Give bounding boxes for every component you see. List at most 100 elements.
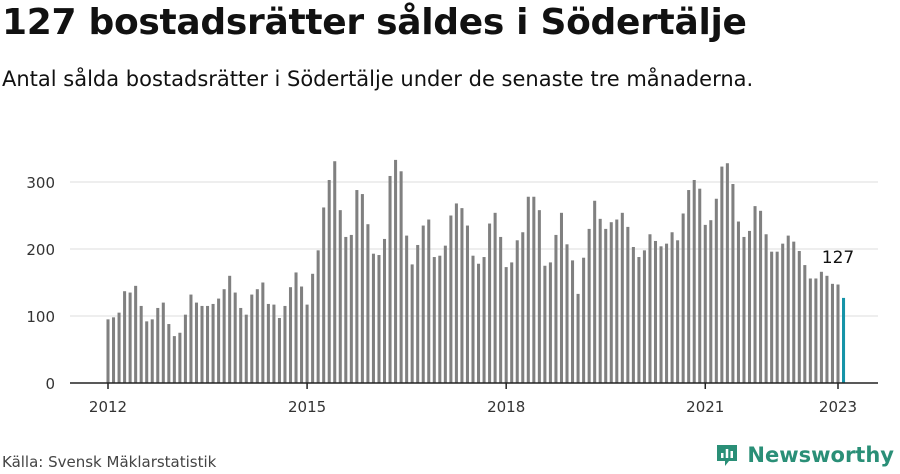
bar: [803, 265, 807, 383]
y-tick-label: 300: [26, 174, 55, 192]
bar: [598, 218, 602, 383]
bar: [825, 275, 829, 383]
bar: [421, 225, 425, 383]
bar: [648, 234, 652, 383]
bar: [134, 285, 138, 383]
bar: [449, 215, 453, 383]
bar: [665, 243, 669, 383]
bar: [659, 246, 663, 383]
bar: [183, 314, 187, 383]
bar: [327, 179, 331, 383]
bar: [128, 292, 132, 383]
bar: [399, 171, 403, 383]
bar: [277, 318, 281, 383]
bar: [548, 262, 552, 383]
bar: [797, 251, 801, 383]
bar: [482, 257, 486, 383]
page-title: 127 bostadsrätter såldes i Södertälje: [2, 2, 747, 43]
bar: [759, 210, 763, 383]
bar: [836, 284, 840, 383]
bar: [493, 212, 497, 383]
bar: [167, 324, 171, 383]
y-tick-label: 200: [26, 241, 55, 259]
brand-logo[interactable]: Newsworthy: [715, 443, 894, 467]
bar: [189, 294, 193, 383]
bar: [515, 240, 519, 383]
bar: [266, 303, 270, 383]
bar: [510, 262, 514, 383]
bar: [786, 235, 790, 383]
x-tick-label: 2018: [487, 398, 525, 416]
bar: [322, 207, 326, 383]
bar: [637, 257, 641, 383]
bar: [681, 213, 685, 383]
bar: [161, 302, 165, 383]
bar: [753, 206, 757, 383]
bar: [477, 263, 481, 383]
bar: [808, 278, 812, 383]
bar: [244, 314, 248, 383]
bar: [499, 236, 503, 383]
bar: [233, 292, 237, 383]
bar: [742, 236, 746, 383]
page-subtitle: Antal sålda bostadsrätter i Södertälje u…: [2, 67, 754, 91]
bar: [150, 319, 154, 383]
bar: [714, 198, 718, 383]
bar: [676, 240, 680, 383]
bar: [178, 332, 182, 383]
bar: [239, 307, 243, 383]
bar: [405, 235, 409, 383]
bar: [709, 220, 713, 383]
bar: [615, 219, 619, 383]
bar: [139, 305, 143, 383]
bar: [781, 243, 785, 383]
bar: [521, 232, 525, 383]
bar: [504, 267, 508, 383]
bar: [200, 305, 204, 383]
bar: [305, 304, 309, 383]
bar: [819, 271, 823, 383]
bar: [438, 255, 442, 383]
bar: [145, 321, 149, 383]
bar: [764, 234, 768, 383]
bar: [587, 228, 591, 383]
bar: [117, 312, 121, 383]
bar: [316, 250, 320, 383]
bar: [222, 289, 226, 383]
bar: [582, 257, 586, 383]
bar: [554, 234, 558, 383]
bar: [537, 210, 541, 383]
bar: [106, 319, 110, 383]
bar: [642, 250, 646, 383]
x-tick-label: 2023: [819, 398, 857, 416]
bar: [288, 287, 293, 383]
bar: [631, 246, 635, 383]
bar: [443, 245, 447, 383]
bar: [526, 196, 530, 383]
bar: [626, 226, 630, 383]
bar: [311, 273, 315, 383]
bar: [172, 336, 176, 383]
bar: [211, 303, 215, 383]
bar: [830, 283, 834, 383]
source-note: Källa: Svensk Mäklarstatistik: [2, 453, 217, 471]
bar: [427, 219, 431, 383]
bar: [377, 255, 381, 383]
bar: [217, 298, 221, 383]
bar: [338, 210, 342, 383]
y-tick-label: 0: [45, 375, 55, 393]
bar: [355, 190, 359, 383]
bar: [206, 305, 210, 383]
bar: [731, 184, 735, 383]
bar: [604, 228, 608, 383]
bar: [792, 241, 796, 383]
bar: [770, 251, 774, 383]
bar: [620, 212, 624, 383]
brand-name: Newsworthy: [747, 443, 894, 467]
bar: [814, 278, 818, 383]
bar: [432, 257, 436, 383]
bar: [609, 222, 613, 383]
bar: [692, 179, 696, 383]
bar: [653, 240, 658, 383]
